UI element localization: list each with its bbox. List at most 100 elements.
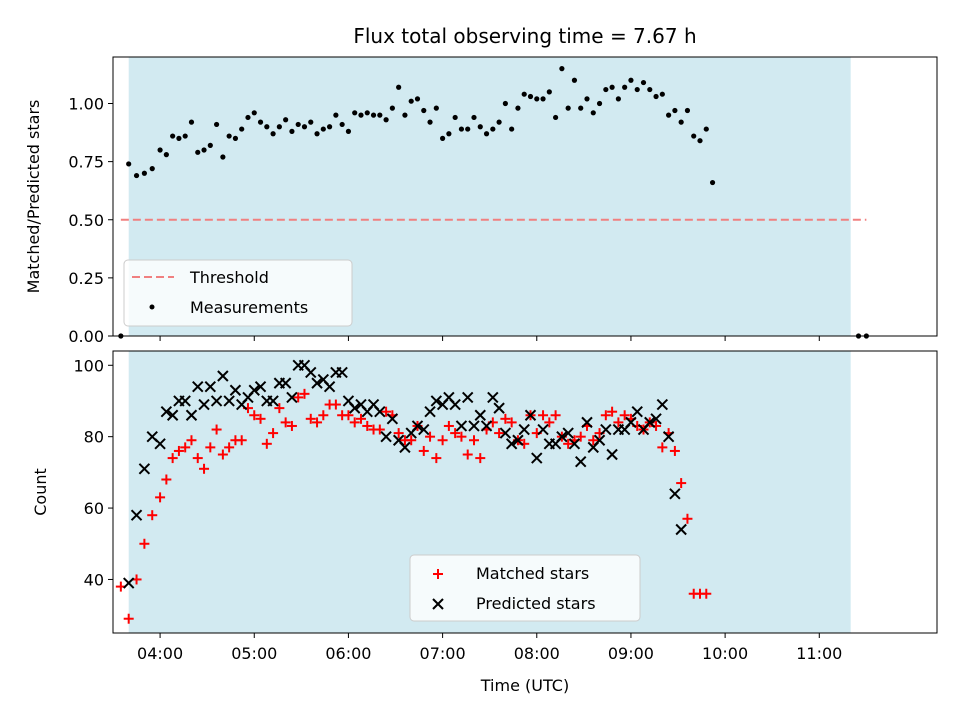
matched-star-point: [355, 413, 366, 424]
measurement-point: [383, 117, 389, 123]
measurement-point: [546, 89, 552, 95]
predicted-star-point: [537, 423, 549, 436]
predicted-star-point: [424, 405, 436, 418]
predicted-star-point: [669, 488, 681, 500]
bottom-legend-box: [409, 554, 641, 622]
measurement-point: [628, 77, 634, 83]
predicted-star-point: [217, 370, 229, 382]
measurement-point: [647, 86, 653, 93]
measurement-point: [483, 131, 490, 137]
measurement-point: [534, 96, 540, 102]
measurement-point: [389, 105, 395, 111]
predicted-star-point: [223, 395, 235, 407]
measurement-point: [320, 126, 326, 132]
matched-star-point: [280, 417, 291, 428]
legend-measurements-label: Measurements: [190, 298, 308, 317]
measurement-point: [220, 154, 226, 160]
measurement-point: [333, 112, 339, 118]
matched-star-point: [425, 431, 436, 442]
predicted-star-point: [210, 395, 223, 407]
matched-star-point: [393, 428, 404, 439]
matched-star-point: [318, 410, 329, 421]
measurement-point: [126, 161, 132, 167]
predicted-star-point: [480, 420, 493, 432]
matched-star-point: [418, 445, 429, 456]
predicted-stars-points: [122, 359, 687, 589]
measurement-point: [396, 84, 402, 90]
predicted-star-point: [336, 366, 348, 379]
top-legend-box: [123, 259, 353, 327]
matched-star-point: [468, 435, 479, 446]
predicted-star-point: [374, 405, 386, 418]
matched-star-point: [462, 449, 473, 460]
matched-star-point: [563, 438, 574, 449]
matched-star-point: [494, 428, 505, 439]
matched-star-point: [406, 435, 417, 446]
measurement-point: [659, 91, 665, 97]
measurement-point: [578, 105, 584, 111]
predicted-star-point: [229, 384, 242, 396]
predicted-star-point: [286, 391, 298, 404]
measurement-point: [502, 100, 508, 107]
matched-star-point: [312, 417, 323, 428]
matched-star-point: [500, 413, 511, 424]
predicted-star-point: [418, 423, 430, 436]
predicted-star-point: [662, 430, 675, 443]
measurement-point: [565, 105, 571, 111]
bottom-y-tick-label: 80: [84, 428, 104, 447]
measurement-point: [289, 128, 295, 134]
predicted-star-point: [562, 427, 574, 439]
predicted-star-point: [675, 523, 687, 536]
matched-star-point: [381, 406, 392, 417]
bottom-axes-frame: [112, 350, 938, 634]
matched-star-point: [173, 445, 184, 456]
predicted-star-point: [267, 395, 279, 407]
bottom-y-tick-label: 100: [73, 356, 104, 375]
matched-star-point: [550, 410, 561, 421]
measurement-point: [402, 112, 408, 118]
measurement-point: [182, 133, 188, 139]
measurement-point: [559, 66, 565, 72]
matched-star-point: [261, 438, 272, 449]
matched-star-point: [268, 428, 279, 439]
measurement-point: [509, 126, 515, 132]
predicted-star-point: [204, 380, 217, 393]
measurement-point: [590, 110, 596, 116]
predicted-star-point: [487, 391, 499, 404]
predicted-star-point: [311, 377, 323, 389]
matched-star-point: [299, 388, 310, 399]
measurement-point: [603, 86, 609, 93]
predicted-star-point: [411, 420, 424, 432]
x-tick-label: 05:00: [231, 644, 277, 663]
matched-star-point: [274, 403, 285, 414]
predicted-star-point: [499, 427, 512, 439]
measurement-point: [149, 166, 155, 172]
measurement-point: [691, 133, 697, 139]
legend-predicted-swatch: [432, 598, 444, 610]
predicted-star-point: [631, 405, 643, 418]
measurement-point: [433, 105, 439, 111]
top-y-ticks: 0.00 0.25 0.50 0.75 1.00: [68, 95, 113, 346]
matched-star-point: [588, 435, 599, 446]
top-y-tick-label: 0.25: [68, 269, 104, 288]
measurement-point: [195, 149, 201, 155]
matched-star-point: [199, 463, 210, 474]
predicted-star-point: [248, 384, 260, 396]
predicted-star-point: [531, 452, 543, 464]
predicted-star-point: [650, 413, 662, 425]
measurement-point: [232, 135, 239, 141]
matched-star-point: [167, 453, 178, 464]
matched-star-point: [506, 417, 517, 428]
measurement-point: [596, 100, 603, 107]
measurement-point: [653, 93, 659, 100]
measurement-point: [709, 179, 716, 186]
matched-star-point: [330, 399, 341, 410]
measurement-point: [515, 105, 521, 111]
top-legend: Threshold Measurements: [123, 259, 353, 327]
measurement-point: [496, 119, 502, 125]
matched-star-point: [575, 431, 586, 442]
x-tick-label: 09:00: [608, 644, 654, 663]
matched-star-point: [619, 410, 630, 421]
top-axes-frame: [112, 56, 938, 337]
